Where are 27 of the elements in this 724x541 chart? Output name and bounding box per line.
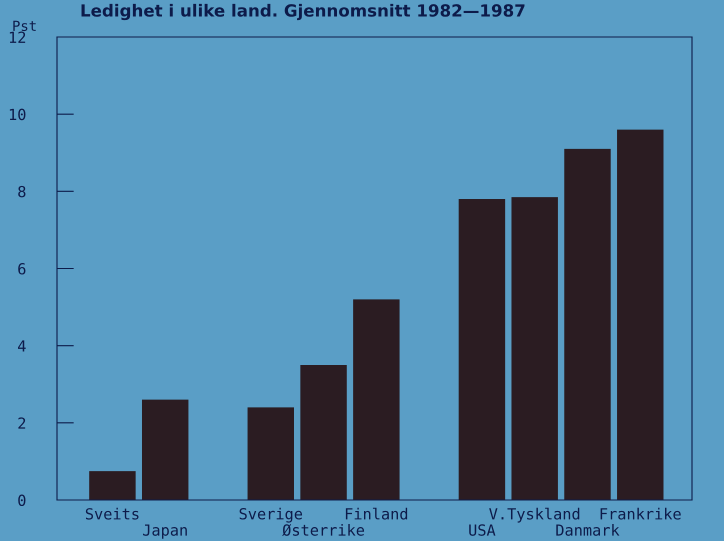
x-tick-label: Sverige: [240, 508, 302, 523]
bar: [300, 364, 347, 500]
y-tick-label: 8: [18, 186, 26, 198]
y-tick-label: 6: [18, 263, 26, 275]
y-tick-label: 2: [18, 417, 26, 429]
y-tick-label: 10: [10, 108, 26, 120]
x-tick-label: Frankrike: [600, 508, 681, 520]
bar: [248, 407, 294, 500]
bar: [617, 130, 664, 500]
bar: [353, 299, 400, 500]
y-tick-label: 12: [10, 32, 26, 43]
chart-title: Ledighet i ulike land. Gjennomsnitt 1982—1987: [82, 4, 524, 20]
x-tick-label: Østerrike: [282, 524, 364, 536]
x-tick-label: Japan: [143, 524, 187, 539]
x-tick-label: Finland: [346, 508, 408, 520]
x-tick-label: Danmark: [556, 524, 620, 536]
bar: [564, 148, 611, 500]
y-tick-label: 0: [18, 494, 26, 506]
bar: [89, 471, 136, 500]
x-tick-label: USA: [469, 524, 496, 536]
bar: [511, 197, 558, 500]
y-axis-title: Pst: [13, 20, 36, 32]
x-tick-label: Sveits: [86, 508, 139, 520]
y-tick-label: 4: [18, 340, 26, 352]
x-tick-label: V.Tyskland: [489, 508, 580, 523]
bar: [458, 199, 506, 500]
bar: [142, 400, 188, 500]
